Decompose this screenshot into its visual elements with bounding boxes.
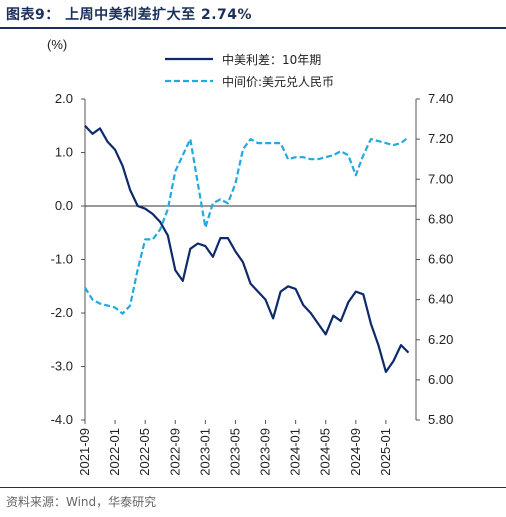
left-tick-label: -2.0 [51, 305, 73, 320]
title-divider [0, 27, 506, 29]
left-tick-label: 2.0 [55, 91, 73, 106]
left-tick-label: 1.0 [55, 145, 73, 160]
right-tick-label: 7.40 [428, 91, 453, 106]
x-tick-label: 2024-01 [288, 428, 303, 476]
right-tick-label: 6.00 [428, 372, 453, 387]
left-tick-label: 0.0 [55, 198, 73, 213]
right-tick-label: 6.60 [428, 252, 453, 267]
x-tick-label: 2023-01 [197, 428, 212, 476]
right-tick-label: 6.20 [428, 332, 453, 347]
x-tick-label: 2022-09 [167, 428, 182, 476]
left-axis-unit: (%) [47, 37, 67, 52]
x-tick-label: 2023-09 [258, 428, 273, 476]
right-tick-label: 7.00 [428, 171, 453, 186]
chart-ticks: 2.0 1.0 0.0 -1.0 -2.0 -3.0 -4.0 (%) 7.40 7.20 7.00… [47, 37, 453, 476]
left-tick-label: -4.0 [51, 412, 73, 427]
x-tick-label: 2021-09 [77, 428, 92, 476]
chart: 2.0 1.0 0.0 -1.0 -2.0 -3.0 -4.0 (%) 7.40 7.20 7.00… [47, 37, 453, 476]
series-line-2 [84, 136, 410, 315]
legend-label-2: 中间价:美元兑人民币 [222, 74, 334, 89]
left-tick-label: -1.0 [51, 252, 73, 267]
chart-axes [81, 98, 420, 424]
x-tick-label: 2023-05 [227, 428, 242, 476]
figure-title: 图表9： 上周中美利差扩大至 2.74% [6, 7, 253, 23]
legend-label-1: 中美利差：10年期 [222, 52, 321, 67]
series-line-1 [84, 125, 410, 373]
x-tick-label: 2025-01 [378, 428, 393, 476]
x-tick-label: 2024-09 [348, 428, 363, 476]
chart-lines [84, 125, 410, 373]
x-tick-label: 2024-05 [318, 428, 333, 476]
left-tick-label: -3.0 [51, 359, 73, 374]
right-tick-label: 6.40 [428, 292, 453, 307]
source-note: 资料来源：Wind，华泰研究 [6, 495, 157, 509]
right-tick-label: 6.80 [428, 211, 453, 226]
x-tick-label: 2022-05 [137, 428, 152, 476]
right-tick-label: 7.20 [428, 131, 453, 146]
source-divider [0, 487, 506, 488]
right-tick-label: 5.80 [428, 412, 453, 427]
x-tick-label: 2022-01 [107, 428, 122, 476]
